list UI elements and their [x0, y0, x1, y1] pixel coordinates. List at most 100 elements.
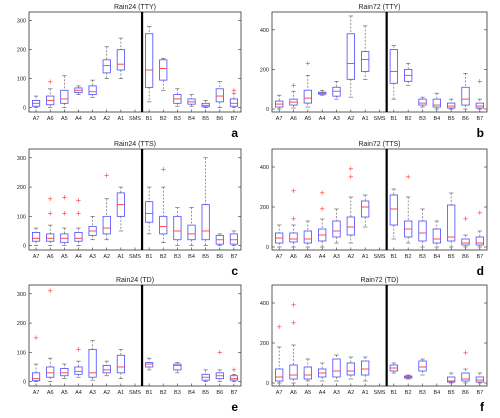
- box-iqr: [74, 366, 83, 375]
- box-iqr: [418, 220, 427, 242]
- x-tick-label: A5: [304, 390, 311, 396]
- y-tick-label: 200: [17, 48, 26, 54]
- y-tick-label: 200: [17, 321, 26, 327]
- box-B1: [145, 357, 154, 371]
- box-A5: [60, 75, 69, 108]
- x-tick-label: B6: [462, 254, 469, 260]
- box-iqr: [116, 49, 125, 71]
- box-iqr: [447, 376, 456, 383]
- outlier-point: +: [348, 165, 354, 173]
- outlier-point: +: [319, 205, 325, 213]
- x-tick-label: A3: [89, 390, 96, 396]
- box-B6: +: [461, 349, 470, 384]
- box-iqr: [332, 220, 341, 238]
- x-tick-label: B5: [202, 254, 209, 260]
- box-A1: [116, 37, 125, 79]
- x-tick-label: SMS: [374, 390, 386, 396]
- outlier-point: +: [61, 210, 67, 218]
- x-tick-label: A2: [103, 390, 110, 396]
- x-tick-label: B5: [448, 254, 455, 260]
- x-tick-label: A4: [75, 254, 82, 260]
- box-B2: +: [159, 166, 168, 243]
- x-tick-label: A4: [75, 390, 82, 396]
- x-tick-label: A7: [276, 254, 283, 260]
- box-iqr: [447, 102, 456, 109]
- box-B6: +: [215, 349, 224, 382]
- x-tick-label: A5: [61, 390, 68, 396]
- box-iqr: [461, 238, 470, 246]
- outlier-point: +: [477, 78, 483, 86]
- box-iqr: [447, 204, 456, 242]
- box-iqr: [229, 375, 239, 381]
- x-tick-label: A5: [304, 254, 311, 260]
- box-A4: [318, 89, 327, 96]
- box-B7: +: [229, 366, 239, 382]
- x-tick-label: B1: [146, 254, 153, 260]
- box-iqr: [332, 358, 341, 378]
- x-tick-label: SMS: [129, 390, 141, 396]
- y-tick-label: 400: [260, 165, 269, 171]
- chart-panel-b: Rain72 (TTY) 0 200 400 A7 A6 A5 A4 A3 A2 A1 SMS B1 B2…: [260, 4, 488, 140]
- y-tick-label: 100: [17, 350, 26, 356]
- x-tick-label: B1: [390, 254, 397, 260]
- x-tick-label: B7: [231, 254, 238, 260]
- box-A6: +: [46, 78, 55, 108]
- box-iqr: [461, 372, 470, 382]
- x-tick-label: A2: [347, 116, 354, 122]
- x-tick-label: B6: [462, 116, 469, 122]
- y-tick-label: 300: [17, 19, 26, 25]
- x-tick-label: B3: [174, 116, 181, 122]
- box-iqr: [475, 102, 484, 109]
- outlier-point: +: [405, 173, 411, 181]
- box-A3: [88, 340, 97, 381]
- panel-label: c: [231, 264, 238, 278]
- box-A1: [361, 356, 370, 382]
- x-tick-label: B2: [405, 390, 412, 396]
- box-iqr: [361, 360, 370, 376]
- box-B1: [145, 186, 154, 235]
- outlier-point: +: [160, 166, 166, 174]
- chart-panel-d: Rain72 (TTS) 0 200 400 A7 A6 A5 A4 A3 A2 A1 SMS B1 B2…: [260, 141, 488, 278]
- x-tick-label: B6: [216, 254, 223, 260]
- box-iqr: [432, 98, 441, 108]
- outlier-point: +: [477, 209, 483, 217]
- box-iqr: [389, 49, 398, 84]
- box-iqr: [145, 33, 154, 88]
- box-iqr: [88, 349, 97, 378]
- box-A4: [74, 85, 83, 95]
- chart-panel-c: Rain24 (TTS) 0 100 200 300 A7 A6 A5 A4 A3 A2 A1 SMS B…: [17, 141, 242, 278]
- x-tick-label: A1: [362, 116, 369, 122]
- box-iqr: [303, 230, 312, 244]
- x-tick-label: B4: [433, 116, 440, 122]
- box-A2: [102, 360, 111, 377]
- box-iqr: [346, 33, 355, 80]
- outlier-point: +: [61, 194, 67, 202]
- box-B6: +: [461, 215, 470, 248]
- chart-panel-a: Rain24 (TTY) 0 100 200 300 A7 A6 A5 A4 A3 A2 A1 SMS B…: [17, 4, 242, 140]
- x-tick-label: A6: [290, 254, 297, 260]
- box-A1: [116, 349, 125, 379]
- x-tick-label: A4: [319, 254, 326, 260]
- box-iqr: [332, 86, 341, 97]
- box-B4: [187, 207, 196, 246]
- box-iqr: [303, 89, 312, 104]
- x-tick-label: A3: [333, 116, 340, 122]
- x-tick-label: B2: [160, 254, 167, 260]
- x-tick-label: A7: [33, 254, 40, 260]
- box-iqr: [187, 224, 196, 241]
- outlier-point: +: [291, 319, 297, 327]
- outlier-point: +: [33, 334, 39, 342]
- x-tick-label: A3: [89, 254, 96, 260]
- box-B3: [173, 207, 182, 246]
- box-A7: [275, 224, 284, 248]
- outlier-point: +: [463, 215, 469, 223]
- box-A7: [275, 94, 284, 110]
- box-iqr: [215, 88, 224, 103]
- box-iqr: [475, 376, 484, 383]
- box-iqr: [418, 360, 427, 372]
- x-tick-label: B5: [448, 116, 455, 122]
- box-B7: [475, 372, 484, 384]
- box-iqr: [102, 215, 111, 235]
- panel-label: f: [480, 400, 485, 414]
- outlier-point: +: [104, 172, 110, 180]
